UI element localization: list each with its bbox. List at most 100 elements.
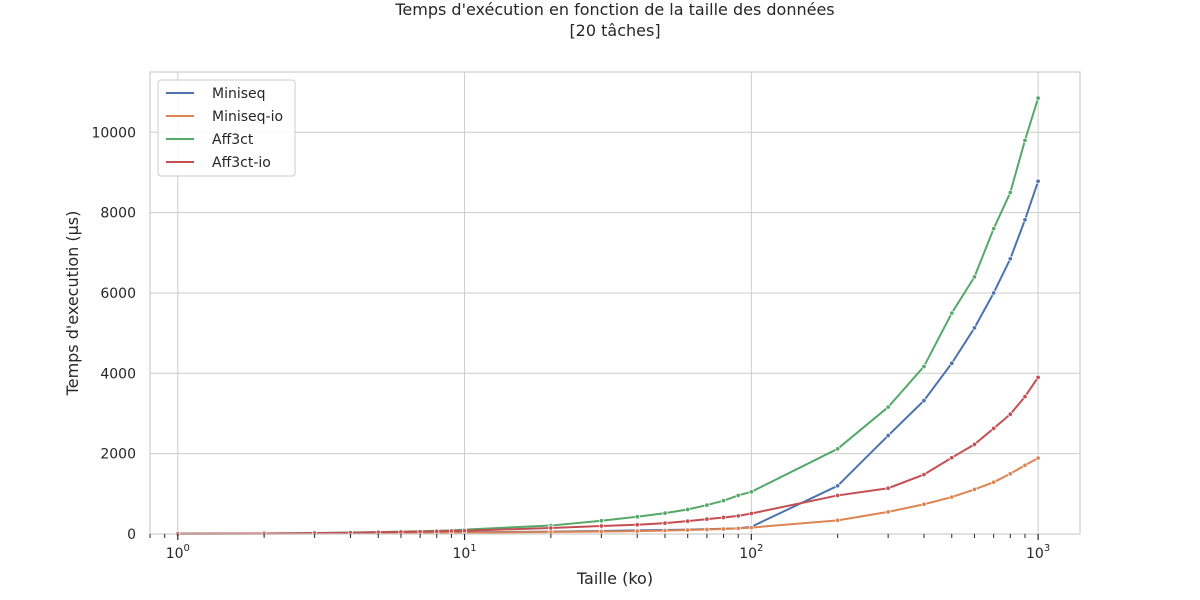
data-point — [462, 528, 468, 534]
data-point — [704, 516, 710, 522]
data-point — [1022, 462, 1028, 468]
data-point — [662, 520, 668, 526]
data-point — [748, 489, 754, 495]
legend-label: Aff3ct — [212, 132, 254, 148]
data-point — [598, 528, 604, 535]
x-tick-exponent: 1 — [470, 543, 476, 554]
x-tick-base: 10 — [452, 546, 470, 562]
x-tick-exponent: 0 — [184, 543, 190, 554]
data-point — [1007, 189, 1013, 196]
data-point — [634, 514, 640, 520]
data-point — [835, 446, 841, 452]
data-point — [1035, 95, 1041, 101]
data-point — [949, 310, 955, 316]
data-point — [720, 498, 727, 504]
data-point — [1022, 137, 1028, 143]
y-tick-label: 0 — [127, 527, 136, 543]
data-point — [662, 528, 668, 534]
data-point — [662, 510, 668, 516]
data-point — [1007, 471, 1013, 477]
x-tick-label: 103 — [1026, 543, 1050, 562]
data-point — [991, 290, 997, 296]
data-point — [598, 518, 604, 524]
x-tick-base: 10 — [1026, 546, 1044, 562]
x-tick-label: 101 — [452, 543, 476, 562]
data-point — [720, 514, 727, 521]
chart-subtitle: [20 tâches] — [569, 21, 660, 40]
x-tick-exponent: 3 — [1044, 543, 1050, 554]
data-point — [885, 509, 891, 515]
data-point — [885, 485, 891, 491]
y-axis-label: Temps d'execution (µs) — [63, 211, 82, 397]
data-point — [921, 501, 927, 507]
legend: Miniseq Miniseq-io Aff3ct Aff3ct-io — [157, 79, 296, 177]
x-axis-label: Taille (ko) — [576, 569, 653, 588]
data-point — [1007, 411, 1013, 417]
data-point — [748, 525, 754, 531]
data-point — [448, 528, 454, 534]
x-tick-base: 10 — [166, 546, 184, 562]
series-line — [176, 457, 1040, 535]
data-point — [1007, 256, 1013, 262]
x-tick-base: 10 — [739, 546, 757, 562]
data-point — [885, 433, 891, 439]
y-tick-label: 8000 — [100, 206, 136, 222]
data-point — [991, 479, 997, 485]
data-point — [949, 494, 955, 500]
data-point — [704, 526, 710, 533]
data-point — [885, 404, 891, 410]
data-point — [748, 510, 754, 517]
data-point — [971, 274, 978, 280]
data-point — [434, 528, 440, 534]
chart-title: Temps d'exécution en fonction de la tail… — [394, 0, 834, 19]
legend-box — [157, 79, 296, 177]
data-point — [921, 471, 927, 478]
data-point — [1022, 217, 1028, 223]
x-tick-exponent: 2 — [757, 543, 763, 554]
data-point — [991, 226, 997, 232]
legend-label: Miniseq — [212, 86, 266, 102]
data-point — [685, 527, 691, 533]
data-point — [949, 455, 955, 461]
legend-label: Aff3ct-io — [212, 155, 271, 171]
data-point — [1022, 394, 1028, 400]
data-point — [835, 517, 841, 523]
series-layer — [175, 95, 1041, 537]
data-point — [921, 398, 927, 404]
data-point — [971, 441, 978, 447]
data-point — [971, 486, 978, 492]
plot-frame — [149, 71, 1081, 535]
data-point — [949, 360, 955, 366]
data-point — [634, 528, 640, 534]
data-point — [835, 483, 841, 489]
data-point — [735, 525, 741, 531]
data-point — [921, 363, 927, 370]
data-point — [1035, 178, 1041, 184]
data-point — [634, 522, 640, 528]
data-point — [835, 492, 841, 498]
y-tick-label: 4000 — [100, 366, 136, 382]
data-point — [971, 325, 978, 331]
y-tick-label: 6000 — [100, 286, 136, 302]
data-point — [548, 525, 554, 531]
data-point — [704, 502, 710, 508]
data-point — [1035, 374, 1041, 380]
data-point — [991, 425, 997, 431]
series-line — [176, 97, 1040, 535]
data-point — [735, 513, 741, 519]
x-tick-label: 100 — [166, 543, 190, 562]
series-line — [176, 376, 1040, 535]
data-point — [685, 506, 691, 513]
legend-label: Miniseq-io — [212, 109, 283, 125]
x-tick-label: 102 — [739, 543, 763, 562]
data-point — [720, 526, 727, 532]
data-point — [735, 492, 741, 498]
y-tick-label: 10000 — [91, 125, 136, 141]
data-point — [598, 523, 604, 529]
data-point — [685, 518, 691, 524]
data-point — [417, 529, 423, 535]
data-point — [1035, 455, 1041, 461]
y-tick-label: 2000 — [100, 447, 136, 463]
